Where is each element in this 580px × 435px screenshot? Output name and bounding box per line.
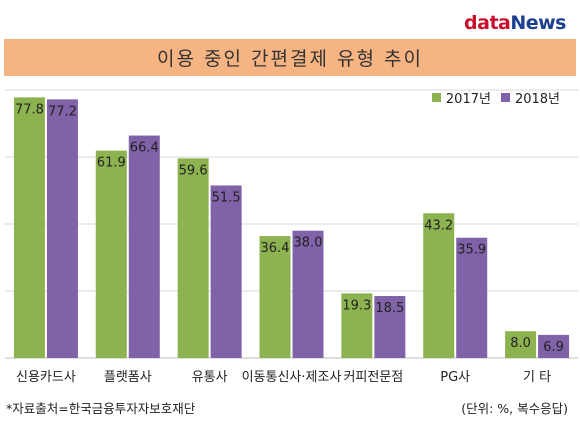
bar-2017-4 [341, 293, 373, 358]
bar-2017-2 [177, 158, 209, 358]
legend-swatch-2018 [500, 93, 510, 102]
unit-note: (단위: %, 복수응답) [461, 401, 568, 416]
legend-label-2017: 2017년 [445, 92, 491, 107]
chart-legend: 2017년 2018년 [431, 88, 560, 107]
category-label-1: 플랫폼사 [104, 370, 152, 385]
category-label-2: 유통사 [192, 370, 228, 385]
category-label-6: 기 타 [523, 370, 551, 385]
value-label-2017-0: 77.8 [15, 102, 44, 117]
category-label-4: 커피전문점 [343, 370, 403, 385]
value-label-2018-3: 38.0 [294, 236, 323, 251]
bar-2018-1 [128, 135, 160, 358]
legend-item-2017: 2017년 [431, 88, 491, 107]
legend-swatch-2017 [431, 93, 441, 102]
value-label-2017-2: 59.6 [179, 163, 208, 178]
value-label-2018-0: 77.2 [48, 104, 77, 119]
bar-2018-3 [292, 230, 324, 358]
legend-label-2018: 2018년 [514, 92, 560, 107]
bar-2017-0 [13, 97, 45, 359]
bar-2017-1 [95, 150, 127, 358]
bar-2017-5 [423, 213, 455, 358]
value-label-2018-2: 51.5 [212, 190, 241, 205]
bar-2017-6 [505, 331, 537, 358]
category-label-0: 신용카드사 [16, 370, 76, 385]
value-label-2018-5: 35.9 [457, 243, 486, 258]
value-label-2018-6: 6.9 [543, 340, 564, 355]
category-label-3: 이동통신사·제조사 [242, 370, 342, 385]
value-label-2017-6: 8.0 [510, 336, 531, 351]
chart-title: 이용 중인 간편결제 유형 추이 [4, 39, 576, 76]
value-label-2017-5: 43.2 [424, 218, 453, 233]
bar-2018-0 [46, 99, 78, 358]
category-label-5: PG사 [440, 370, 470, 385]
legend-item-2018: 2018년 [500, 88, 560, 107]
source-note: *자료출처=한국금융투자자보호재단 [6, 401, 196, 416]
bar-2018-6 [538, 334, 570, 358]
bar-2018-4 [374, 296, 406, 358]
value-label-2017-4: 19.3 [342, 298, 371, 313]
value-label-2018-4: 18.5 [375, 301, 404, 316]
datanews-logo: dataNews [464, 14, 566, 33]
logo-part-data: data [464, 12, 511, 34]
bar-2017-3 [259, 236, 291, 358]
value-label-2018-1: 66.4 [130, 141, 159, 156]
logo-part-news: News [510, 12, 566, 34]
value-label-2017-3: 36.4 [261, 241, 290, 256]
bar-2018-5 [456, 237, 488, 358]
bar-2018-2 [210, 185, 242, 358]
value-label-2017-1: 61.9 [97, 156, 126, 171]
